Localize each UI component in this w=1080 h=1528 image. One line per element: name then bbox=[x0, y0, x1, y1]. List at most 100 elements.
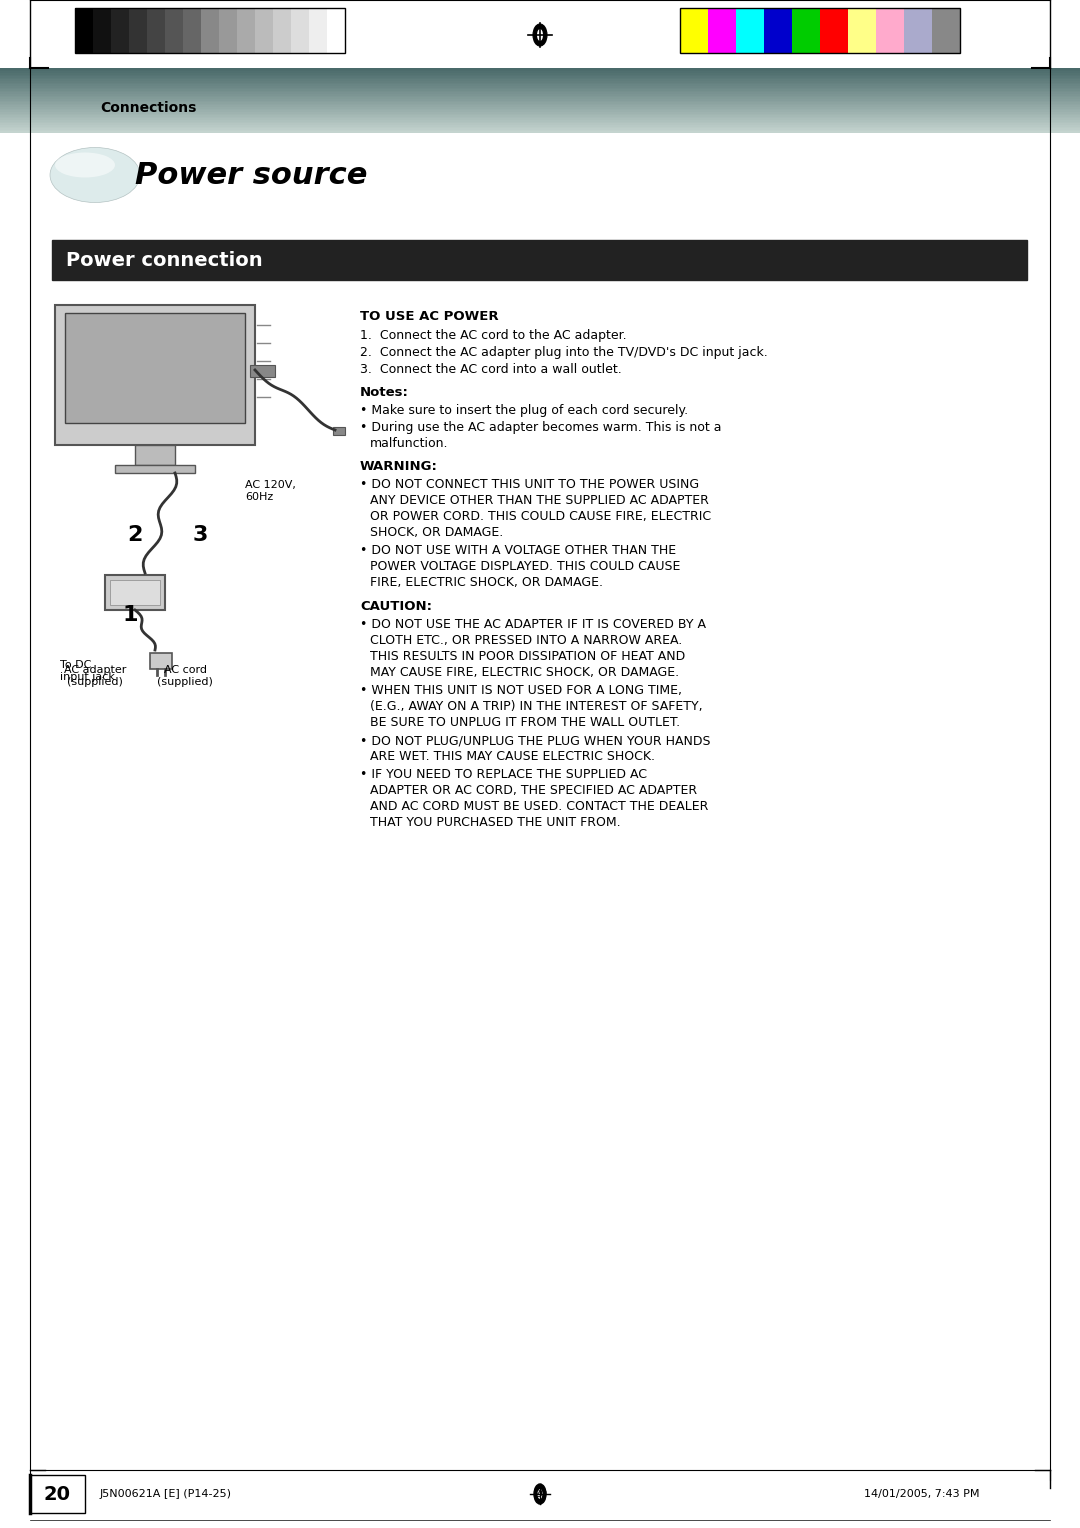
Bar bbox=[129, 8, 147, 53]
Bar bbox=[110, 581, 160, 605]
Bar bbox=[327, 8, 345, 53]
Bar bbox=[111, 8, 129, 53]
Text: 3: 3 bbox=[192, 526, 207, 545]
Bar bbox=[0, 116, 1080, 118]
Text: 3.  Connect the AC cord into a wall outlet.: 3. Connect the AC cord into a wall outle… bbox=[360, 364, 622, 376]
Bar bbox=[75, 8, 345, 53]
Bar bbox=[255, 8, 273, 53]
Bar bbox=[147, 8, 165, 53]
Bar bbox=[55, 306, 255, 445]
Bar bbox=[0, 73, 1080, 75]
Text: ADAPTER OR AC CORD, THE SPECIFIED AC ADAPTER: ADAPTER OR AC CORD, THE SPECIFIED AC ADA… bbox=[370, 784, 697, 798]
Bar bbox=[764, 8, 792, 53]
Bar bbox=[0, 76, 1080, 78]
Bar bbox=[309, 8, 327, 53]
Bar bbox=[0, 81, 1080, 83]
Bar bbox=[0, 96, 1080, 98]
Text: ARE WET. THIS MAY CAUSE ELECTRIC SHOCK.: ARE WET. THIS MAY CAUSE ELECTRIC SHOCK. bbox=[370, 750, 654, 762]
Bar bbox=[0, 84, 1080, 86]
Ellipse shape bbox=[537, 29, 543, 41]
Bar bbox=[52, 240, 1027, 280]
Text: AC adapter
(supplied): AC adapter (supplied) bbox=[64, 665, 126, 686]
Bar bbox=[0, 79, 1080, 81]
Bar bbox=[65, 313, 245, 423]
Bar bbox=[30, 1475, 85, 1513]
Text: CLOTH ETC., OR PRESSED INTO A NARROW AREA.: CLOTH ETC., OR PRESSED INTO A NARROW ARE… bbox=[370, 634, 683, 646]
Text: 1: 1 bbox=[122, 605, 138, 625]
Bar bbox=[0, 99, 1080, 101]
Bar bbox=[735, 8, 764, 53]
Bar bbox=[0, 90, 1080, 92]
Bar bbox=[114, 465, 195, 474]
Bar bbox=[333, 426, 345, 435]
Bar bbox=[0, 115, 1080, 116]
Bar bbox=[0, 125, 1080, 127]
Bar bbox=[0, 110, 1080, 112]
Bar bbox=[0, 78, 1080, 79]
Text: ANY DEVICE OTHER THAN THE SUPPLIED AC ADAPTER: ANY DEVICE OTHER THAN THE SUPPLIED AC AD… bbox=[370, 494, 708, 507]
Bar bbox=[0, 83, 1080, 84]
Bar bbox=[932, 8, 960, 53]
Text: WARNING:: WARNING: bbox=[360, 460, 437, 474]
Bar bbox=[848, 8, 876, 53]
Bar bbox=[165, 8, 183, 53]
Text: Power connection: Power connection bbox=[66, 251, 262, 269]
Text: 1.  Connect the AC cord to the AC adapter.: 1. Connect the AC cord to the AC adapter… bbox=[360, 329, 626, 342]
Bar bbox=[0, 118, 1080, 121]
Text: 2.  Connect the AC adapter plug into the TV/DVD's DC input jack.: 2. Connect the AC adapter plug into the … bbox=[360, 345, 768, 359]
Bar bbox=[105, 575, 165, 610]
Bar bbox=[876, 8, 904, 53]
Text: Connections: Connections bbox=[100, 101, 197, 115]
Bar bbox=[75, 8, 93, 53]
Bar bbox=[150, 652, 172, 669]
Text: Notes:: Notes: bbox=[360, 387, 409, 399]
Bar bbox=[0, 128, 1080, 130]
Bar bbox=[0, 108, 1080, 110]
Bar bbox=[0, 87, 1080, 89]
Bar bbox=[0, 127, 1080, 128]
Text: SHOCK, OR DAMAGE.: SHOCK, OR DAMAGE. bbox=[370, 526, 503, 539]
Bar bbox=[0, 69, 1080, 70]
Text: OR POWER CORD. THIS COULD CAUSE FIRE, ELECTRIC: OR POWER CORD. THIS COULD CAUSE FIRE, EL… bbox=[370, 510, 711, 523]
Bar bbox=[273, 8, 291, 53]
Bar bbox=[708, 8, 735, 53]
Bar bbox=[792, 8, 820, 53]
Bar bbox=[0, 107, 1080, 108]
Text: To DC
input jack: To DC input jack bbox=[60, 660, 114, 681]
Ellipse shape bbox=[538, 1488, 542, 1499]
Bar bbox=[0, 105, 1080, 107]
Text: • WHEN THIS UNIT IS NOT USED FOR A LONG TIME,: • WHEN THIS UNIT IS NOT USED FOR A LONG … bbox=[360, 685, 681, 697]
Bar bbox=[0, 101, 1080, 102]
Text: 20: 20 bbox=[43, 1485, 70, 1504]
Text: AC cord
(supplied): AC cord (supplied) bbox=[157, 665, 213, 686]
Text: 14/01/2005, 7:43 PM: 14/01/2005, 7:43 PM bbox=[864, 1488, 980, 1499]
Text: • Make sure to insert the plug of each cord securely.: • Make sure to insert the plug of each c… bbox=[360, 403, 688, 417]
Bar bbox=[249, 365, 275, 377]
Bar bbox=[0, 122, 1080, 124]
Text: BE SURE TO UNPLUG IT FROM THE WALL OUTLET.: BE SURE TO UNPLUG IT FROM THE WALL OUTLE… bbox=[370, 717, 680, 729]
Bar bbox=[0, 121, 1080, 122]
Bar bbox=[135, 445, 175, 465]
Bar bbox=[0, 98, 1080, 99]
Text: • DO NOT USE THE AC ADAPTER IF IT IS COVERED BY A: • DO NOT USE THE AC ADAPTER IF IT IS COV… bbox=[360, 617, 706, 631]
Text: THIS RESULTS IN POOR DISSIPATION OF HEAT AND: THIS RESULTS IN POOR DISSIPATION OF HEAT… bbox=[370, 649, 685, 663]
Bar bbox=[0, 95, 1080, 96]
Text: (E.G., AWAY ON A TRIP) IN THE INTEREST OF SAFETY,: (E.G., AWAY ON A TRIP) IN THE INTEREST O… bbox=[370, 700, 703, 714]
Bar bbox=[904, 8, 932, 53]
Bar bbox=[201, 8, 219, 53]
Bar bbox=[0, 104, 1080, 105]
Bar bbox=[237, 8, 255, 53]
Bar bbox=[0, 112, 1080, 113]
Bar bbox=[93, 8, 111, 53]
Bar bbox=[0, 75, 1080, 76]
Bar bbox=[0, 89, 1080, 90]
Bar bbox=[820, 8, 848, 53]
Bar bbox=[0, 113, 1080, 115]
Text: FIRE, ELECTRIC SHOCK, OR DAMAGE.: FIRE, ELECTRIC SHOCK, OR DAMAGE. bbox=[370, 576, 603, 588]
Bar bbox=[680, 8, 708, 53]
Bar bbox=[0, 124, 1080, 125]
Ellipse shape bbox=[50, 148, 140, 203]
Bar bbox=[0, 102, 1080, 104]
Text: CAUTION:: CAUTION: bbox=[360, 601, 432, 613]
Bar bbox=[0, 92, 1080, 95]
